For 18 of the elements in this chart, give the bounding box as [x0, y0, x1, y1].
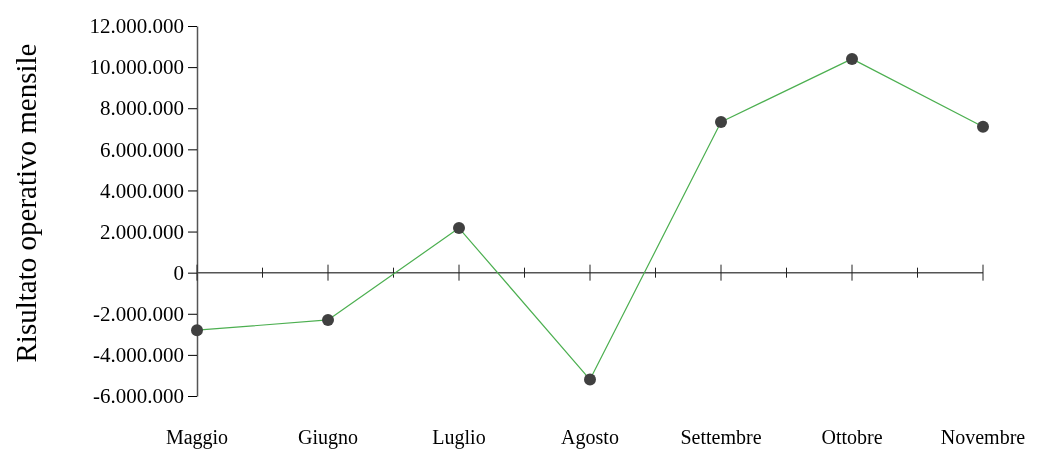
y-tick-label: 0 [173, 260, 184, 285]
y-tick-label: 12.000.000 [89, 14, 184, 39]
x-tick-label: Settembre [680, 426, 762, 448]
x-tick-label: Ottobre [821, 426, 883, 448]
x-tick-label: Maggio [165, 426, 229, 449]
y-axis-title: Risultato operativo mensile [10, 43, 42, 363]
x-tick-label: Giugno [298, 426, 358, 449]
y-tick-label: 6.000.000 [100, 137, 184, 162]
y-tick-label: 4.000.000 [100, 178, 184, 203]
y-tick-label: 2.000.000 [100, 219, 184, 244]
x-tick-label: Novembre [940, 426, 1026, 448]
y-tick-label: 10.000.000 [89, 55, 184, 80]
x-tick-label: Luglio [432, 426, 486, 449]
y-tick-label: 8.000.000 [100, 96, 184, 121]
y-tick-label: -4.000.000 [93, 343, 184, 368]
y-tick-label: -2.000.000 [93, 302, 184, 326]
x-tick-label: Agosto [561, 426, 619, 449]
y-tick-label: -6.000.000 [93, 384, 184, 409]
